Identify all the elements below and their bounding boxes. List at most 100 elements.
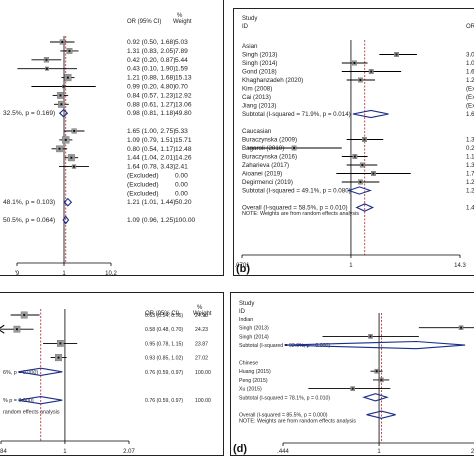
study-label: Xu (2015) [239,387,262,393]
study-label: Degirmenci (2019) [242,179,293,186]
overall-label: Overall (I-squared = 85.5%, p = 0.000) [239,413,328,419]
overall-label: Overall (I-squared = 58.5%, p = 0.010) [242,205,348,212]
subtotal-label: Subtotal (I-squared = 78.1%, p = 0.010) [239,395,330,401]
point-estimate [64,138,67,141]
subtotal-diamond [284,340,466,350]
weight-text: 13.06 [175,101,192,108]
header-id: ID [242,24,249,30]
study-label: Gond (2018) [242,69,277,76]
excluded-label: Cai (2013) [242,94,271,101]
point-estimate [23,314,26,316]
or-ci-text: 0.76 (0.59, 0.97) [145,370,183,376]
forest-plot-c-svg: OR (95% CI)%Weight 0.63 (0.54, 0.75) 24.90… [0,305,212,455]
subtotal-label: 32.5%, p = 0.169) [3,110,55,117]
or-ci-text: 1.65 (1.00, 2.75) [127,128,175,135]
ci-arrow-left [0,324,5,334]
or-ci-text: 0.99 (0.20, 4.80) [127,84,175,91]
study-label: Singh (2013) [239,326,269,332]
or-ci-text: (Exclude [466,94,474,101]
header-percent: % [177,13,183,19]
x-tick-label: 1 [349,263,353,269]
weight-text: 1.59 [175,66,188,73]
overall-diamond [62,215,70,225]
x-tick-label: '9 [15,271,20,275]
study-label: Bagaroli (2010) [242,145,284,152]
panel-letter: (d) [233,443,247,455]
or-ci-text: 0.25 ( [466,145,474,152]
point-estimate [73,130,76,132]
weight-text: 100.00 [195,398,211,404]
subtotal-diamond [18,367,63,376]
excluded-label: Jiang (2013) [242,103,276,110]
weight-text: 24.23 [195,327,208,333]
point-estimate [70,156,73,159]
weight-text: 2.41 [175,164,188,171]
weight-text: 0.70 [175,84,188,91]
point-estimate [361,164,364,166]
or-ci-text: 1.26 ( [466,179,474,186]
header-percent: % [197,305,203,311]
weight-text: 0.00 [175,181,188,188]
point-estimate [353,62,356,64]
weight-text: 12.92 [175,92,192,99]
overall-label: % p = 0.000) [3,398,34,404]
forest-plot-panel-a: OR (95% CI)% Weight 0.92 (0.50, 1.68) 5.03 1… [0,0,224,276]
point-estimate [59,94,62,97]
or-ci-text: (Excluded) [127,181,159,188]
subtotal-diamond [352,109,389,119]
x-tick-label: .444 [277,449,289,455]
subtotal-label: 6%, p = 0.000) [3,370,38,376]
or-ci-text: 0.84 (0.57, 1.23) [127,92,175,99]
overall-diamond [18,396,63,405]
study-label: Singh (2013) [242,52,277,59]
or-ci-text: 1.31 (0.83, 2.05) [127,48,175,55]
or-ci-text: 1.39 ( [466,137,474,144]
weight-text: 5.03 [175,39,188,46]
forest-plot-d-svg: Study ID Indian Singh (2013) Singh (2014) Sub… [233,301,474,455]
point-estimate [66,76,69,79]
weight-text: 5.44 [175,57,188,64]
x-tick-label: .484 [0,449,7,455]
weight-text: 0.00 [175,190,188,197]
weights-note: NOTE: Weights are from random effects an… [242,211,359,217]
point-estimate [370,70,373,73]
point-estimate [59,342,62,345]
point-estimate [293,147,296,149]
point-estimate [372,172,375,175]
or-ci-text: 1.32 ( [466,162,474,169]
subtotal-label: 48.1%, p = 0.103) [3,199,55,206]
weight-text: 100.00 [195,370,211,376]
or-ci-text: 0.76 (0.59, 0.97) [145,398,183,404]
subtotal-label: Subtotal (I-squared = 71.9%, p = 0.014) [242,111,351,118]
header-study: Study [242,16,257,22]
point-estimate [359,79,362,81]
point-estimate [61,41,64,43]
header-study: Study [239,301,254,307]
or-ci-text: 1.09 (0.79, 1.51) [127,137,175,144]
subgroup-label: Asian [242,43,258,50]
forest-plot-panel-b: Study ID OR (95% CI) Asian Singh (2013) 3.04 … [233,8,474,276]
or-ci-text: (Excluded) [127,190,159,197]
point-estimate [62,85,65,88]
overall-label: 50.5%, p = 0.064) [3,217,55,224]
study-label: Zaharieva (2017) [242,162,289,169]
forest-plot-panel-d: Study ID Indian Singh (2013) Singh (2014) Sub… [230,292,474,456]
forest-plot-b-svg: Study ID OR (95% CI) Asian Singh (2013) 3.04 … [234,16,474,275]
or-ci-text: 1.21 (1.01, 1.44) [127,199,175,206]
point-estimate [73,165,76,168]
study-label: Singh (2014) [239,334,269,340]
point-estimate [58,147,61,150]
subtotal-diamond [63,197,73,207]
overall-diamond [355,203,375,212]
or-ci-text: 0.98 (0.81, 1.18) [127,110,175,117]
subtotal-diamond [58,108,69,118]
study-label: Buraczynska (2009) [242,137,297,144]
study-label: Buraczynska (2016) [242,154,297,161]
or-ci-text: 0.93 (0.85, 1.02) [145,356,183,362]
weight-text: 7.89 [175,48,188,55]
weights-note: random effects analysis [3,409,60,415]
or-ci-text: 1.23 ( [466,188,474,195]
weight-text: 100.00 [175,217,196,224]
x-tick-label: 2.07 [123,449,135,455]
or-ci-text: 1.09 ( [466,60,474,67]
